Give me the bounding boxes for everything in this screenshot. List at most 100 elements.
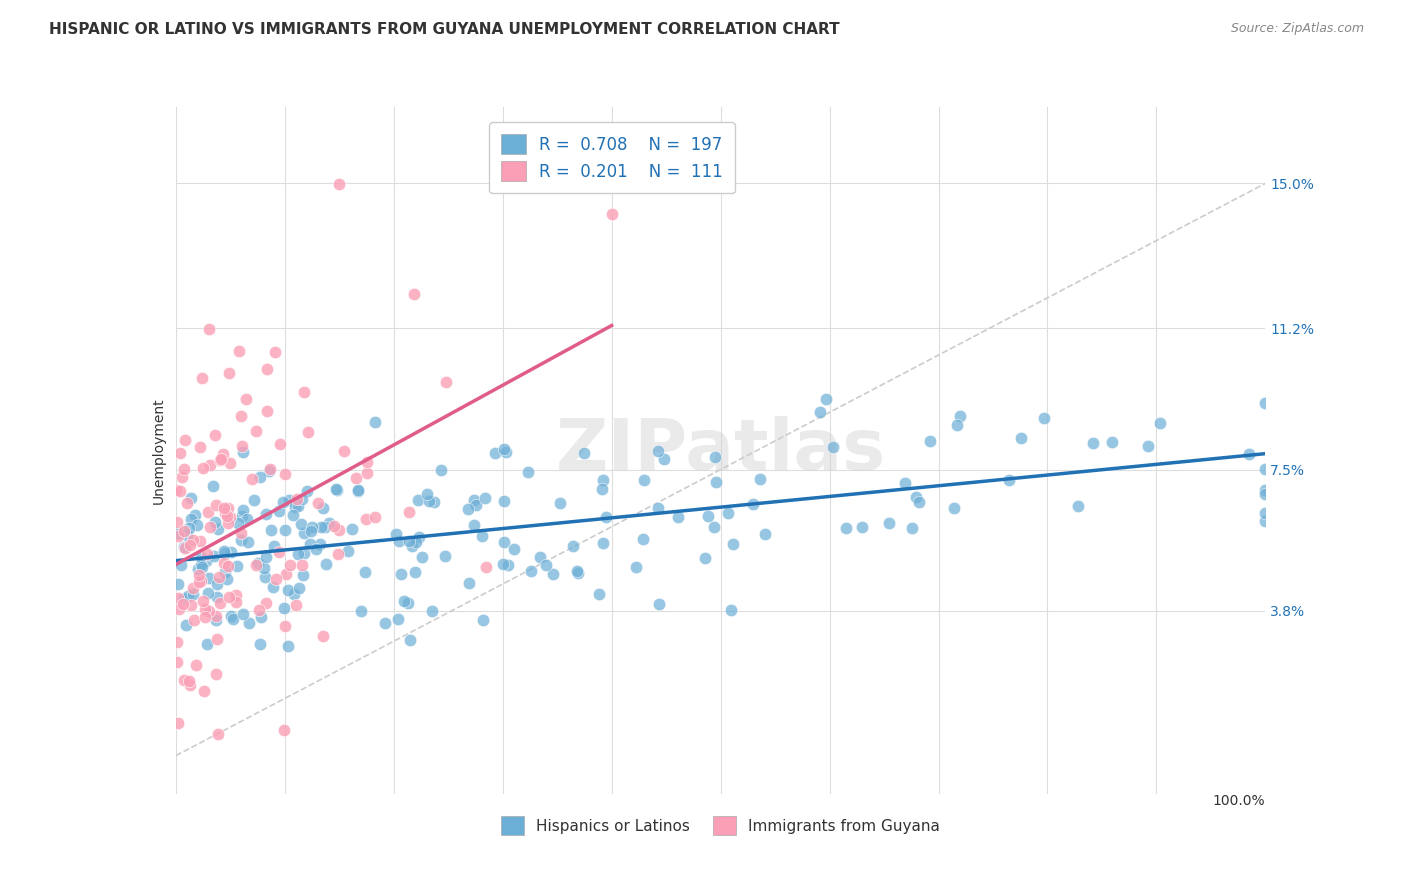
- Point: [247, 602, 270, 616]
- Point: [193, 461, 215, 475]
- Point: [215, 572, 238, 586]
- Point: [387, 612, 409, 626]
- Point: [704, 450, 727, 464]
- Point: [225, 588, 247, 602]
- Point: [262, 580, 284, 594]
- Point: [172, 597, 194, 611]
- Point: [328, 524, 350, 538]
- Point: [229, 526, 252, 541]
- Point: [565, 564, 588, 578]
- Point: [384, 526, 406, 541]
- Point: [484, 445, 506, 459]
- Point: [398, 534, 420, 549]
- Point: [254, 570, 277, 584]
- Point: [277, 492, 299, 507]
- Point: [704, 475, 727, 489]
- Point: [458, 576, 481, 591]
- Point: [217, 516, 239, 531]
- Point: [307, 496, 329, 510]
- Point: [176, 496, 198, 510]
- Point: [415, 487, 437, 501]
- Point: [647, 444, 669, 458]
- Point: [1067, 499, 1090, 513]
- Point: [354, 512, 377, 526]
- Point: [269, 503, 291, 517]
- Point: [214, 546, 236, 560]
- Point: [894, 475, 917, 490]
- Point: [188, 574, 211, 589]
- Point: [349, 605, 371, 619]
- Point: [207, 727, 229, 741]
- Point: [188, 441, 211, 455]
- Point: [174, 617, 197, 632]
- Point: [1237, 447, 1260, 461]
- Point: [202, 479, 225, 493]
- Point: [238, 615, 260, 630]
- Point: [429, 463, 451, 477]
- Point: [278, 558, 301, 573]
- Point: [347, 483, 370, 498]
- Point: [291, 491, 314, 506]
- Point: [277, 583, 299, 598]
- Point: [520, 564, 543, 578]
- Point: [245, 424, 267, 438]
- Point: [342, 522, 364, 536]
- Point: [166, 655, 188, 669]
- Point: [218, 456, 240, 470]
- Point: [322, 519, 344, 533]
- Point: [205, 632, 228, 646]
- Point: [169, 446, 191, 460]
- Point: [186, 518, 208, 533]
- Point: [835, 520, 858, 534]
- Point: [541, 567, 564, 582]
- Point: [475, 560, 498, 574]
- Point: [1254, 396, 1277, 410]
- Point: [392, 594, 415, 608]
- Point: [287, 547, 309, 561]
- Point: [754, 526, 776, 541]
- Text: Source: ZipAtlas.com: Source: ZipAtlas.com: [1230, 22, 1364, 36]
- Point: [249, 469, 271, 483]
- Point: [626, 560, 648, 574]
- Point: [529, 549, 551, 564]
- Point: [918, 434, 941, 448]
- Point: [277, 640, 299, 654]
- Point: [276, 567, 298, 582]
- Point: [219, 608, 242, 623]
- Point: [356, 455, 378, 469]
- Point: [217, 559, 239, 574]
- Point: [318, 516, 340, 531]
- Point: [219, 545, 242, 559]
- Point: [259, 523, 281, 537]
- Point: [652, 452, 675, 467]
- Point: [231, 533, 253, 547]
- Point: [232, 503, 254, 517]
- Point: [267, 545, 290, 559]
- Point: [474, 491, 496, 505]
- Point: [396, 596, 419, 610]
- Point: [299, 524, 322, 538]
- Point: [492, 558, 515, 572]
- Point: [1254, 507, 1277, 521]
- Point: [492, 494, 515, 508]
- Point: [173, 433, 195, 447]
- Point: [648, 598, 671, 612]
- Point: [274, 619, 297, 633]
- Legend: Hispanics or Latinos, Immigrants from Guyana: Hispanics or Latinos, Immigrants from Gu…: [495, 810, 946, 841]
- Point: [492, 442, 515, 456]
- Point: [176, 528, 198, 542]
- Point: [179, 538, 201, 552]
- Point: [908, 495, 931, 509]
- Point: [181, 587, 204, 601]
- Point: [187, 562, 209, 576]
- Point: [398, 505, 420, 519]
- Point: [179, 678, 201, 692]
- Point: [190, 574, 212, 588]
- Point: [177, 590, 200, 604]
- Point: [717, 506, 740, 520]
- Point: [283, 500, 305, 514]
- Point: [246, 556, 269, 570]
- Point: [198, 571, 221, 585]
- Point: [235, 392, 257, 406]
- Point: [166, 635, 188, 649]
